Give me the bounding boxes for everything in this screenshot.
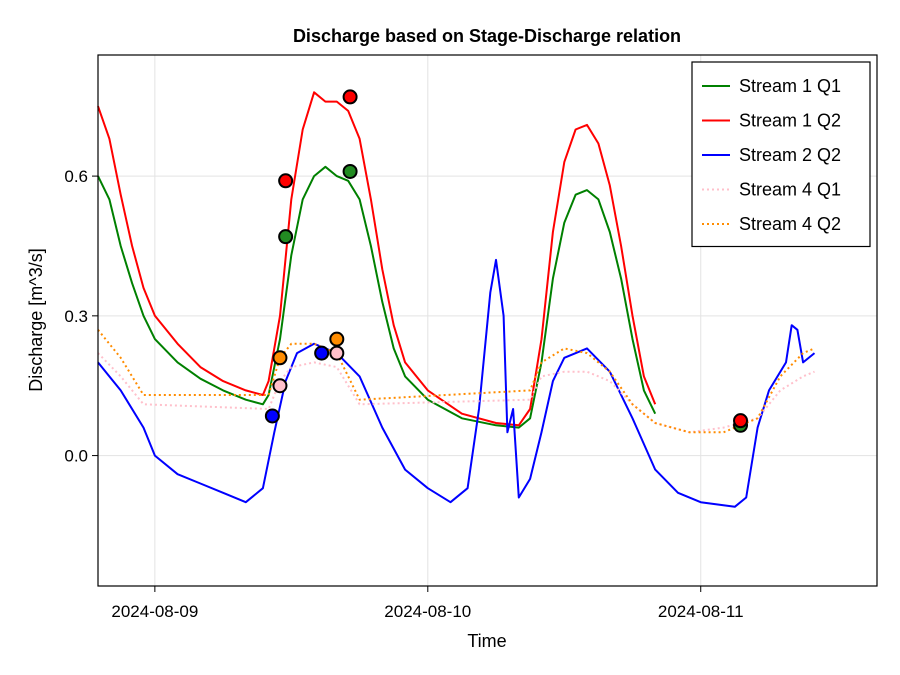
chart-title: Discharge based on Stage-Discharge relat… <box>293 26 681 46</box>
marker-stream-1-q2 <box>342 89 358 105</box>
legend-label: Stream 4 Q1 <box>739 180 841 200</box>
legend-label: Stream 4 Q2 <box>739 214 841 234</box>
legend-label: Stream 2 Q2 <box>739 145 841 165</box>
marker-stream-1-q1 <box>278 229 294 245</box>
series-lines <box>97 91 816 508</box>
y-tick-label: 0.6 <box>64 167 88 186</box>
data-markers <box>264 89 749 433</box>
plot-frame <box>97 54 878 587</box>
marker-stream-1-q2 <box>278 173 294 189</box>
x-axis-label: Time <box>467 631 506 651</box>
marker-stream-4-q1 <box>329 345 345 361</box>
legend-label: Stream 1 Q1 <box>739 76 841 96</box>
marker-stream-2-q2 <box>314 345 330 361</box>
y-axis-label: Discharge [m^3/s] <box>26 248 46 392</box>
series-line-stream-4-q2 <box>97 329 815 434</box>
x-tick-label: 2024-08-10 <box>384 602 471 621</box>
series-line-stream-4-q1 <box>97 352 815 434</box>
marker-stream-4-q2 <box>272 350 288 366</box>
x-tick-label: 2024-08-11 <box>658 602 744 621</box>
series-line-stream-1-q1 <box>97 165 657 429</box>
legend-label: Stream 1 Q2 <box>739 111 841 131</box>
x-tick-label: 2024-08-09 <box>111 602 198 621</box>
series-line-stream-2-q2 <box>97 258 816 508</box>
y-tick-label: 0.0 <box>64 447 88 466</box>
marker-stream-1-q2 <box>733 413 749 429</box>
marker-stream-4-q1 <box>272 378 288 394</box>
legend: Stream 1 Q1 Stream 1 Q2 Stream 2 Q2 Stream … <box>691 61 871 248</box>
marker-stream-1-q1 <box>342 163 358 179</box>
marker-stream-2-q2 <box>264 408 280 424</box>
y-axis-ticks: 0.0 0.3 0.6 <box>64 167 98 466</box>
marker-stream-4-q2 <box>329 331 345 347</box>
y-tick-label: 0.3 <box>64 307 88 326</box>
series-line-stream-1-q2 <box>97 91 657 427</box>
x-axis-ticks: 2024-08-09 2024-08-10 2024-08-11 <box>111 586 744 621</box>
